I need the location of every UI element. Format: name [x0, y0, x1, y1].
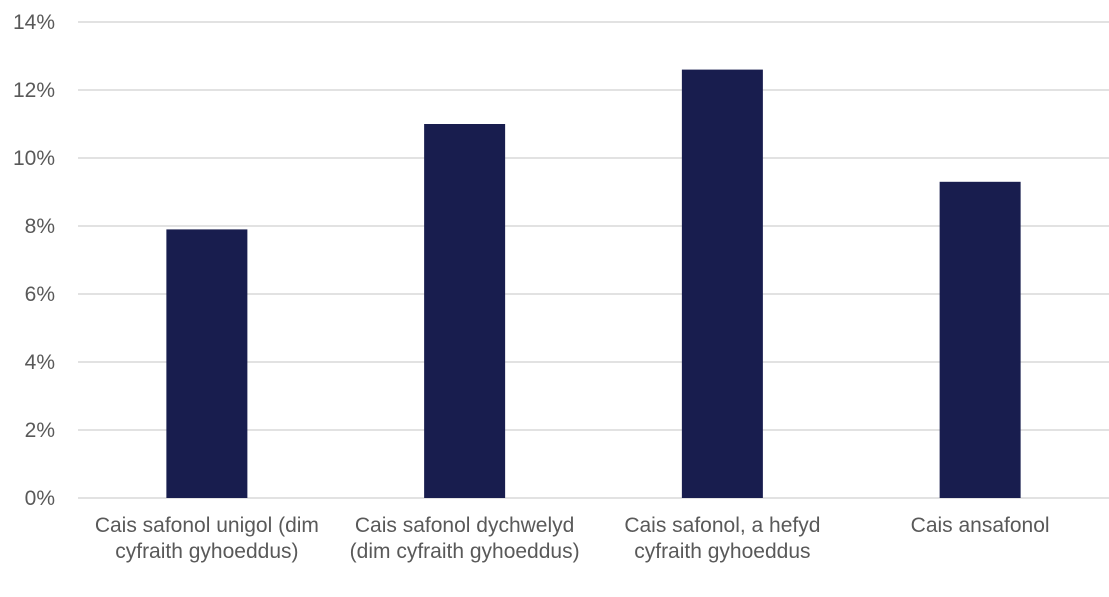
x-tick-label: Cais safonol dychwelyd (dim cyfraith gyh… — [349, 514, 580, 563]
bar — [424, 124, 506, 498]
bars — [166, 69, 1021, 499]
bar — [681, 69, 763, 498]
y-tick-label: 2% — [25, 419, 55, 442]
y-tick-label: 14% — [13, 11, 55, 34]
y-tick-label: 0% — [25, 487, 55, 510]
y-axis-ticks: 0% 2% 4% 6% 8% 10% 12% 14% — [13, 11, 55, 510]
y-tick-label: 4% — [25, 351, 55, 374]
y-tick-label: 10% — [13, 147, 55, 170]
x-tick-label: Cais safonol, a hefyd cyfraith gyhoeddus — [624, 514, 821, 563]
bar — [939, 181, 1021, 499]
y-tick-label: 6% — [25, 283, 55, 306]
x-tick-label: Cais ansafonol — [910, 514, 1050, 537]
y-tick-label: 12% — [13, 79, 55, 102]
gridlines — [78, 21, 1109, 499]
bar — [166, 229, 248, 498]
y-tick-label: 8% — [25, 215, 55, 238]
x-tick-label: Cais safonol unigol (dim cyfraith gyhoed… — [94, 514, 319, 563]
